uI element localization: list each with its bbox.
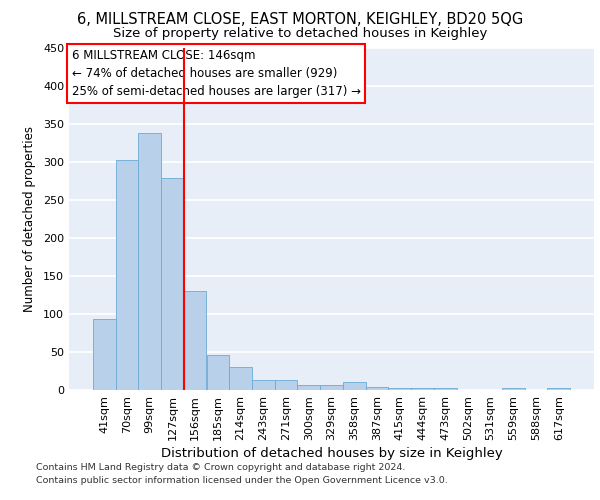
Y-axis label: Number of detached properties: Number of detached properties	[23, 126, 36, 312]
Text: 6, MILLSTREAM CLOSE, EAST MORTON, KEIGHLEY, BD20 5QG: 6, MILLSTREAM CLOSE, EAST MORTON, KEIGHL…	[77, 12, 523, 28]
Bar	[161, 178, 184, 390]
Text: Size of property relative to detached houses in Keighley: Size of property relative to detached ho…	[113, 28, 487, 40]
Bar	[298, 384, 320, 390]
Bar	[434, 388, 457, 390]
Bar	[229, 367, 252, 390]
Bar	[275, 380, 298, 390]
Bar	[547, 388, 570, 390]
Text: 6 MILLSTREAM CLOSE: 146sqm
← 74% of detached houses are smaller (929)
25% of sem: 6 MILLSTREAM CLOSE: 146sqm ← 74% of deta…	[71, 49, 361, 98]
X-axis label: Distribution of detached houses by size in Keighley: Distribution of detached houses by size …	[161, 447, 502, 460]
Bar	[139, 132, 161, 390]
Bar	[116, 160, 139, 390]
Bar	[343, 382, 365, 390]
Bar	[365, 387, 388, 390]
Text: Contains public sector information licensed under the Open Government Licence v3: Contains public sector information licen…	[36, 476, 448, 485]
Bar	[184, 291, 206, 390]
Bar	[411, 388, 434, 390]
Text: Contains HM Land Registry data © Crown copyright and database right 2024.: Contains HM Land Registry data © Crown c…	[36, 464, 406, 472]
Bar	[502, 388, 524, 390]
Bar	[206, 355, 229, 390]
Bar	[93, 319, 116, 390]
Bar	[320, 384, 343, 390]
Bar	[388, 388, 411, 390]
Bar	[252, 380, 275, 390]
